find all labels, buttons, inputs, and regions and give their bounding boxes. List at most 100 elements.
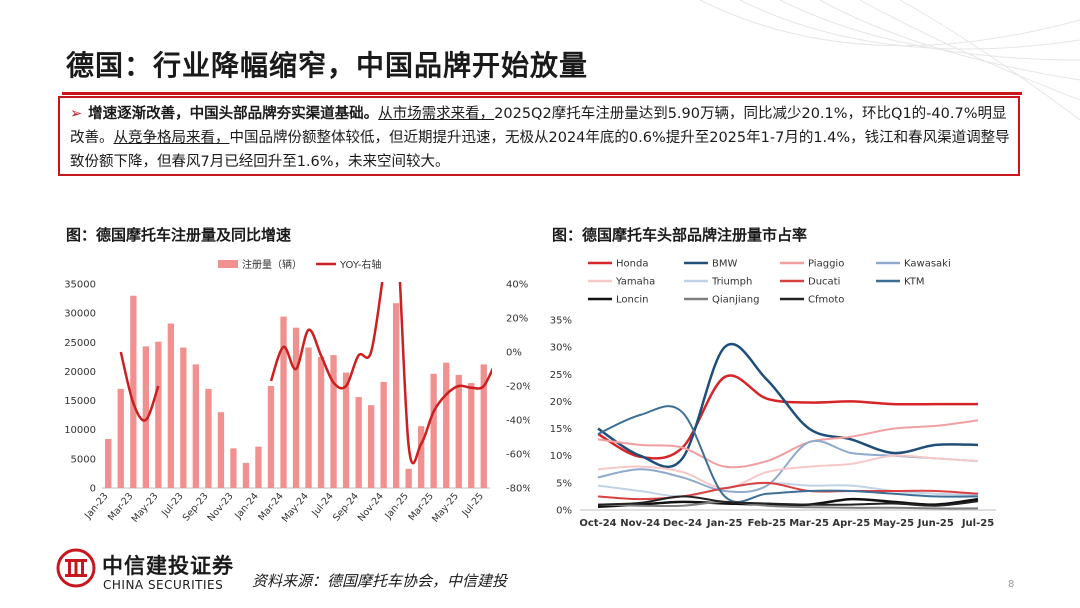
summary-demand-label: 从市场需求来看， <box>378 106 495 122</box>
series-line-ktm <box>597 405 979 503</box>
left-chart-title: 图：德国摩托车注册量及同比增速 <box>66 226 292 244</box>
bar-registrations <box>380 381 387 488</box>
legend-label-cfmoto: Cfmoto <box>808 295 844 306</box>
x-tick-label: Feb-25 <box>748 518 786 529</box>
y-right-tick-label: 40% <box>506 280 528 291</box>
bar-registrations <box>393 303 400 488</box>
legend-label-yamaha: Yamaha <box>615 277 655 288</box>
y-left-tick-label: 20000 <box>64 367 96 378</box>
source-note: 资料来源：德国摩托车协会，中信建投 <box>252 572 508 590</box>
series-line-bmw <box>597 343 979 469</box>
series-line-honda <box>597 374 978 460</box>
bar-registrations <box>142 346 149 488</box>
x-tick-label: May-24 <box>280 491 311 525</box>
bar-registrations <box>368 405 375 488</box>
summary-competition-text: 中国品牌份额整体较低，但近期提升迅速，无极从2024年底的0.6%提升至2025… <box>70 130 1010 170</box>
y-right-tick-label: -40% <box>506 416 530 427</box>
bar-registrations <box>130 295 137 488</box>
bar-registrations <box>330 355 337 488</box>
y-right-tick-label: 0% <box>506 348 522 359</box>
bar-registrations <box>180 347 187 488</box>
legend-label-qianjiang: Qianjiang <box>712 295 760 306</box>
y-tick-label: 30% <box>550 343 572 354</box>
yoy-line-segment <box>269 282 384 390</box>
y-tick-label: 0% <box>556 506 572 517</box>
x-tick-label: Jul-25 <box>460 491 486 520</box>
summary-competition-label: 从竞争格局来看， <box>113 130 230 146</box>
x-tick-label: Nov-24 <box>356 491 386 524</box>
y-right-tick-label: -80% <box>506 484 530 495</box>
summary-box: ➢ 增速逐渐改善，中国头部品牌夯实渠道基础。从市场需求来看，2025Q2摩托车注册… <box>58 96 1020 176</box>
x-tick-label: Nov-24 <box>620 518 660 529</box>
x-tick-label: Jul-25 <box>961 518 994 529</box>
bar-registrations <box>418 426 425 488</box>
logo-chinese-name: 中信建投证券 <box>102 554 234 578</box>
y-tick-label: 10% <box>550 451 572 462</box>
x-tick-label: Jan-25 <box>706 518 743 529</box>
y-tick-label: 5% <box>556 478 572 489</box>
x-tick-label: May-23 <box>130 491 161 525</box>
bar-registrations <box>317 356 325 488</box>
legend-label-ducati: Ducati <box>808 277 840 288</box>
series-line-cfmoto <box>597 495 979 507</box>
x-tick-label: Apr-25 <box>832 518 870 529</box>
legend-label-honda: Honda <box>616 259 648 270</box>
y-left-tick-label: 35000 <box>64 280 96 291</box>
bar-registrations <box>292 327 300 488</box>
bar-registrations <box>455 374 462 488</box>
x-tick-label: Mar-25 <box>789 518 829 529</box>
y-left-tick-label: 5000 <box>71 454 96 465</box>
summary-demand-text: 2025Q2摩托车注册量达到5.90万辆，同比减少20.1%，环比Q1的-40.… <box>70 106 1007 146</box>
series-line-yamaha <box>597 454 979 490</box>
bar-registrations <box>267 386 275 488</box>
series-line-qianjiang <box>597 500 979 510</box>
bar-registrations <box>430 373 437 488</box>
y-tick-label: 20% <box>550 397 572 408</box>
bar-registrations <box>192 364 199 488</box>
y-left-tick-label: 25000 <box>64 338 96 349</box>
slide-title: 德国：行业降幅缩窄，中国品牌开始放量 <box>66 49 589 82</box>
bar-registrations <box>230 448 237 488</box>
x-tick-label: Sep-24 <box>331 491 361 524</box>
yoy-line-segment <box>119 351 160 422</box>
bar-registrations <box>117 388 124 488</box>
legend-label-registrations: 注册量（辆） <box>242 258 302 271</box>
x-tick-label: Jun-25 <box>917 518 954 529</box>
legend-label-piaggio: Piaggio <box>808 259 844 270</box>
yoy-line-segment <box>398 282 492 465</box>
y-tick-label: 15% <box>550 424 572 435</box>
legend-label-loncin: Loncin <box>616 295 648 306</box>
series-line-ducati <box>597 481 979 501</box>
y-tick-label: 35% <box>550 316 572 327</box>
bar-registrations <box>255 446 262 488</box>
title-divider <box>62 92 1022 95</box>
series-line-triumph <box>597 481 979 498</box>
y-right-tick-label: -20% <box>506 382 530 393</box>
china-securities-logo-icon <box>56 548 96 588</box>
x-tick-label: May-25 <box>873 518 914 529</box>
legend-label-bmw: BMW <box>712 259 737 270</box>
legend-label-triumph: Triumph <box>711 277 752 288</box>
legend-label-ktm: KTM <box>904 277 925 288</box>
y-right-tick-label: -60% <box>506 450 530 461</box>
series-line-piaggio <box>597 419 979 469</box>
registrations-yoy-chart: 注册量（辆） YOY-右轴 0 5000 10000 15000 20000 25000 300… <box>64 258 530 525</box>
bar-registrations <box>305 347 312 488</box>
y-tick-label: 25% <box>550 370 572 381</box>
x-tick-label: Sep-23 <box>181 491 211 524</box>
bar-registrations <box>167 323 174 488</box>
bar-registrations <box>280 316 287 488</box>
y-left-tick-label: 30000 <box>64 309 96 320</box>
x-tick-label: Oct-24 <box>579 518 616 529</box>
bar-registrations <box>242 462 250 488</box>
legend-swatch-registrations <box>218 260 238 268</box>
bar-registrations <box>342 372 350 488</box>
brand-share-chart: Honda BMW Piaggio Kawasaki Yamaha Triumph Duca… <box>550 259 996 529</box>
bar-registrations <box>155 341 162 488</box>
bullet-arrow-icon: ➢ <box>70 106 83 122</box>
yoy-line-group <box>119 282 492 465</box>
summary-headline: 增速逐渐改善，中国头部品牌夯实渠道基础。 <box>88 106 379 122</box>
bar-registrations <box>405 468 412 488</box>
bar-registrations <box>205 388 212 488</box>
y-left-tick-label: 15000 <box>64 396 96 407</box>
